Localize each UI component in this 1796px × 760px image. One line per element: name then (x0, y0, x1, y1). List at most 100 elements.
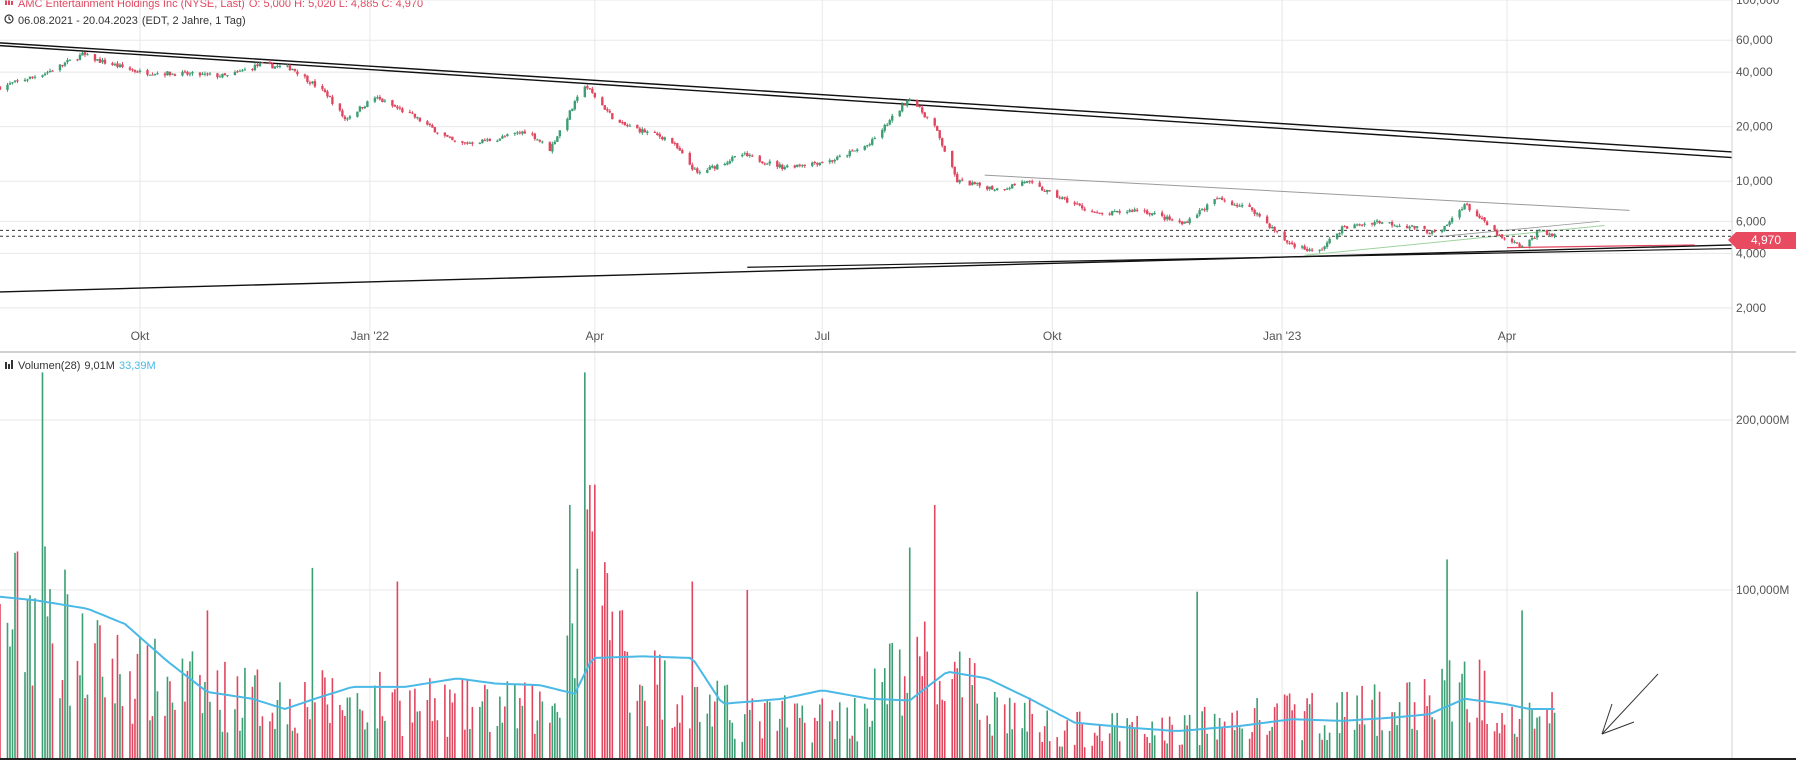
volume-bar (938, 680, 941, 760)
volume-bar (471, 706, 474, 760)
candle-body (76, 59, 79, 61)
volume-bar (539, 691, 541, 760)
chart-header-title: AMC Entertainment Holdings Inc (NYSE, La… (4, 0, 423, 11)
volume-bar (0, 604, 1, 760)
candle-body (716, 164, 719, 170)
candle-body (873, 138, 876, 140)
candle-body (241, 70, 244, 72)
trendlines[interactable] (0, 42, 1733, 293)
volume-bar (51, 643, 54, 760)
volume-bar (1448, 660, 1451, 760)
candle-body (1530, 238, 1534, 240)
candle-body (361, 107, 364, 109)
volume-bar (1303, 711, 1306, 760)
volume-bar (364, 729, 366, 760)
volume-bar (131, 723, 134, 760)
candle-body (396, 106, 399, 109)
candle-body (1325, 242, 1329, 247)
volume-bar (664, 660, 666, 760)
volume-bar (411, 722, 414, 760)
volume-bar (741, 741, 744, 760)
candle-body (273, 66, 277, 69)
candle-body (606, 109, 609, 111)
volume-bar (1023, 702, 1026, 760)
candle-body (923, 112, 926, 118)
candle-body (1450, 218, 1454, 223)
volume-bar (1451, 721, 1453, 760)
candle-body (856, 149, 859, 152)
volume-bar (1031, 713, 1034, 760)
volume-bar (713, 701, 716, 760)
candle-body (1073, 202, 1076, 205)
volume-bar (871, 720, 874, 760)
volume-bar (1118, 741, 1121, 760)
candle-body (1255, 213, 1259, 215)
candle-body (1395, 226, 1399, 228)
volume-bar (681, 695, 684, 760)
candle-body (968, 180, 971, 186)
triangle-top-line (984, 174, 1630, 211)
volume-bar (556, 711, 559, 760)
candle-body (958, 180, 961, 183)
volume-bar (798, 717, 801, 760)
candle-body (836, 156, 839, 160)
candle-body (83, 52, 87, 55)
candle-body (1398, 225, 1401, 227)
candle-body (1323, 246, 1326, 249)
candle-body (986, 186, 989, 190)
candle-body (93, 54, 97, 61)
candle-body (1270, 226, 1274, 229)
candle-body (1518, 243, 1521, 247)
volume-bar (1201, 711, 1203, 760)
volume-bar (1198, 745, 1201, 760)
candle-body (16, 80, 19, 82)
volume-bar (119, 674, 121, 760)
volume-bar (1038, 732, 1041, 760)
candle-body (1045, 190, 1049, 193)
candle-body (883, 124, 886, 131)
candle-body (1293, 243, 1296, 248)
volume-bar (961, 697, 964, 760)
volume-bar (1458, 682, 1461, 760)
volume-bar (1221, 727, 1223, 760)
candle-body (1528, 239, 1531, 247)
volume-bar (1373, 684, 1376, 760)
volume-bar (1446, 559, 1448, 760)
volume-bar (244, 667, 246, 760)
candle-body (991, 186, 994, 190)
volume-bar (1048, 741, 1051, 760)
candle-body (133, 69, 137, 72)
candle-body (1113, 211, 1116, 213)
candle-body (8, 83, 12, 85)
volume-bar (41, 372, 44, 760)
volume-bar (121, 706, 124, 760)
volume-bar (746, 590, 749, 760)
volume-bar (541, 701, 544, 760)
candle-body (118, 64, 122, 68)
candle-body (658, 134, 662, 137)
candle-body (1533, 237, 1536, 239)
candle-body (793, 165, 796, 168)
volume-bar (1148, 742, 1151, 760)
candle-body (66, 60, 69, 63)
volume-bar (1343, 716, 1346, 760)
candle-body (521, 131, 524, 134)
volume-bar (101, 676, 104, 760)
volume-bar (1276, 703, 1278, 760)
candle-body (41, 75, 44, 77)
volume-bar (1233, 730, 1236, 760)
candle-body (1058, 197, 1061, 199)
candlestick-icon (4, 0, 14, 11)
candle-body (1433, 230, 1436, 232)
candle-body (1343, 225, 1346, 227)
candle-body (136, 71, 139, 73)
volume-bar (836, 721, 839, 760)
candle-body (933, 118, 936, 126)
volume-bar (489, 731, 491, 760)
annotation-arrow-icon[interactable] (1601, 673, 1659, 735)
candle-body (451, 136, 454, 141)
volume-bar (399, 700, 401, 760)
candle-body (381, 98, 384, 103)
